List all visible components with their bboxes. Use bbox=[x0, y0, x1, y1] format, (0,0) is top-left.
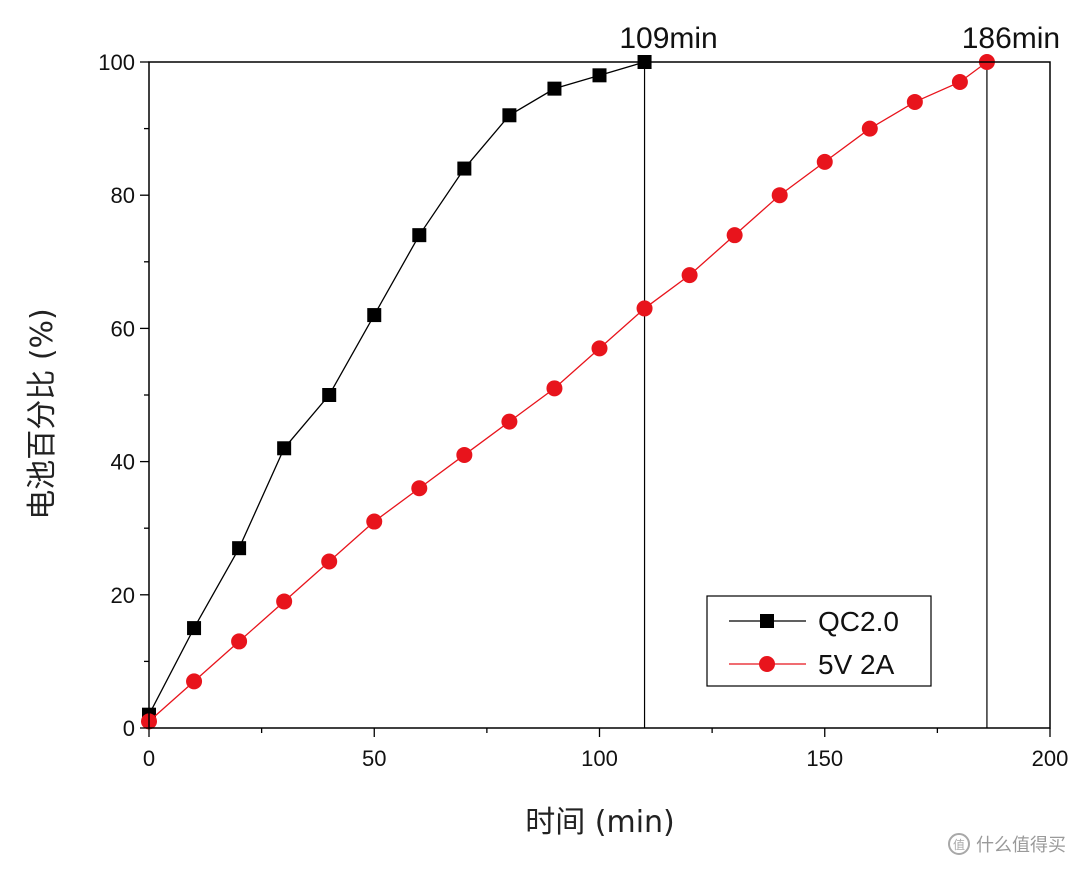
data-point-1-8 bbox=[501, 413, 518, 430]
legend-box bbox=[706, 595, 932, 687]
x-tick-label-2: 100 bbox=[581, 746, 618, 771]
series-line-1 bbox=[148, 61, 988, 722]
data-point-1-9 bbox=[546, 380, 563, 397]
y-tick-label-0: 0 bbox=[123, 716, 135, 741]
legend-marker-qc bbox=[760, 614, 774, 628]
legend-marker-5v bbox=[759, 656, 775, 672]
data-point-0-4 bbox=[322, 388, 337, 402]
annotation-label-1: 186min bbox=[962, 22, 1060, 55]
x-tick-label-0: 0 bbox=[143, 746, 155, 771]
data-point-1-17 bbox=[906, 93, 923, 110]
y-axis-title: 电池百分比 (%) bbox=[25, 308, 60, 519]
data-point-0-8 bbox=[502, 108, 517, 123]
data-point-1-12 bbox=[681, 267, 698, 284]
x-tick-label-1: 50 bbox=[362, 746, 386, 771]
legend: QC2.0 5V 2A bbox=[706, 595, 932, 687]
data-point-0-2 bbox=[232, 541, 247, 556]
data-point-0-7 bbox=[457, 161, 472, 176]
watermark-text: 什么值得买 bbox=[976, 835, 1066, 856]
data-point-1-18 bbox=[951, 73, 968, 90]
data-point-1-5 bbox=[366, 513, 383, 530]
data-point-1-11 bbox=[636, 300, 653, 317]
annotation-label-0: 109min bbox=[619, 22, 717, 55]
zhi-icon: 值 bbox=[948, 833, 970, 855]
legend-label-qc: QC2.0 bbox=[818, 606, 899, 637]
data-point-1-7 bbox=[456, 446, 473, 463]
data-point-0-6 bbox=[412, 228, 427, 243]
data-point-0-1 bbox=[187, 621, 202, 636]
data-point-0-5 bbox=[367, 308, 382, 323]
data-point-1-14 bbox=[771, 187, 788, 204]
data-point-0-3 bbox=[277, 441, 292, 456]
y-tick-label-3: 60 bbox=[111, 316, 135, 341]
data-point-1-6 bbox=[411, 480, 428, 497]
watermark: 值 什么值得买 bbox=[948, 831, 1066, 857]
data-point-1-1 bbox=[186, 673, 203, 690]
data-point-1-3 bbox=[276, 593, 293, 610]
y-tick-label-4: 80 bbox=[111, 183, 135, 208]
data-point-1-2 bbox=[231, 633, 248, 650]
y-tick-label-1: 20 bbox=[111, 583, 135, 608]
data-point-1-10 bbox=[591, 340, 608, 357]
data-point-1-16 bbox=[861, 120, 878, 137]
y-tick-label-2: 40 bbox=[111, 450, 135, 475]
series-line-0 bbox=[148, 61, 645, 715]
data-point-1-15 bbox=[816, 153, 833, 170]
y-tick-label-5: 100 bbox=[98, 50, 135, 75]
data-point-0-9 bbox=[547, 81, 562, 96]
data-point-0-10 bbox=[592, 68, 607, 83]
x-axis-title: 时间 (min) bbox=[525, 805, 675, 840]
x-tick-label-4: 200 bbox=[1032, 746, 1069, 771]
data-point-1-4 bbox=[321, 553, 338, 570]
x-tick-label-3: 150 bbox=[806, 746, 843, 771]
legend-label-5v: 5V 2A bbox=[818, 649, 895, 680]
data-point-1-13 bbox=[726, 227, 743, 244]
